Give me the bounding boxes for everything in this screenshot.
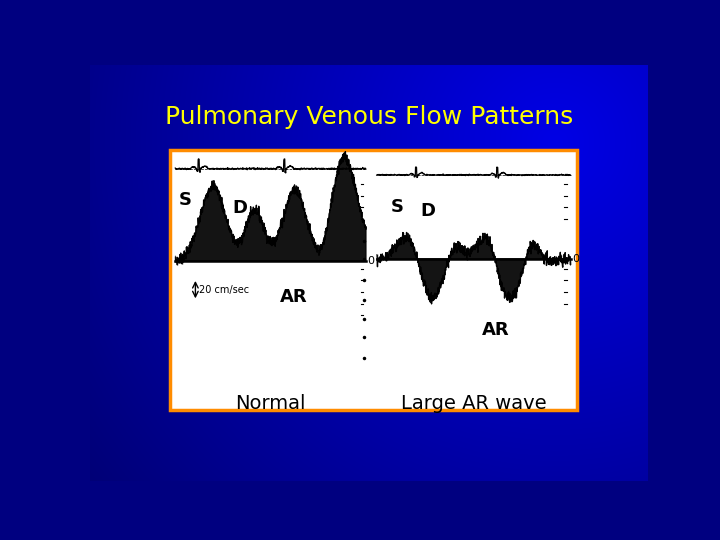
Text: Pulmonary Venous Flow Patterns: Pulmonary Venous Flow Patterns xyxy=(165,105,573,129)
Text: 20 cm/sec: 20 cm/sec xyxy=(199,285,249,295)
Text: Large AR wave: Large AR wave xyxy=(401,394,546,413)
Bar xyxy=(170,150,577,410)
Text: D: D xyxy=(232,199,247,217)
Text: 0: 0 xyxy=(572,254,579,264)
Text: D: D xyxy=(420,202,436,220)
Text: AR: AR xyxy=(482,321,509,339)
Text: Normal: Normal xyxy=(235,394,306,413)
Text: S: S xyxy=(390,198,403,216)
Text: 0: 0 xyxy=(367,256,374,266)
Text: S: S xyxy=(179,192,192,210)
Text: AR: AR xyxy=(280,288,307,306)
